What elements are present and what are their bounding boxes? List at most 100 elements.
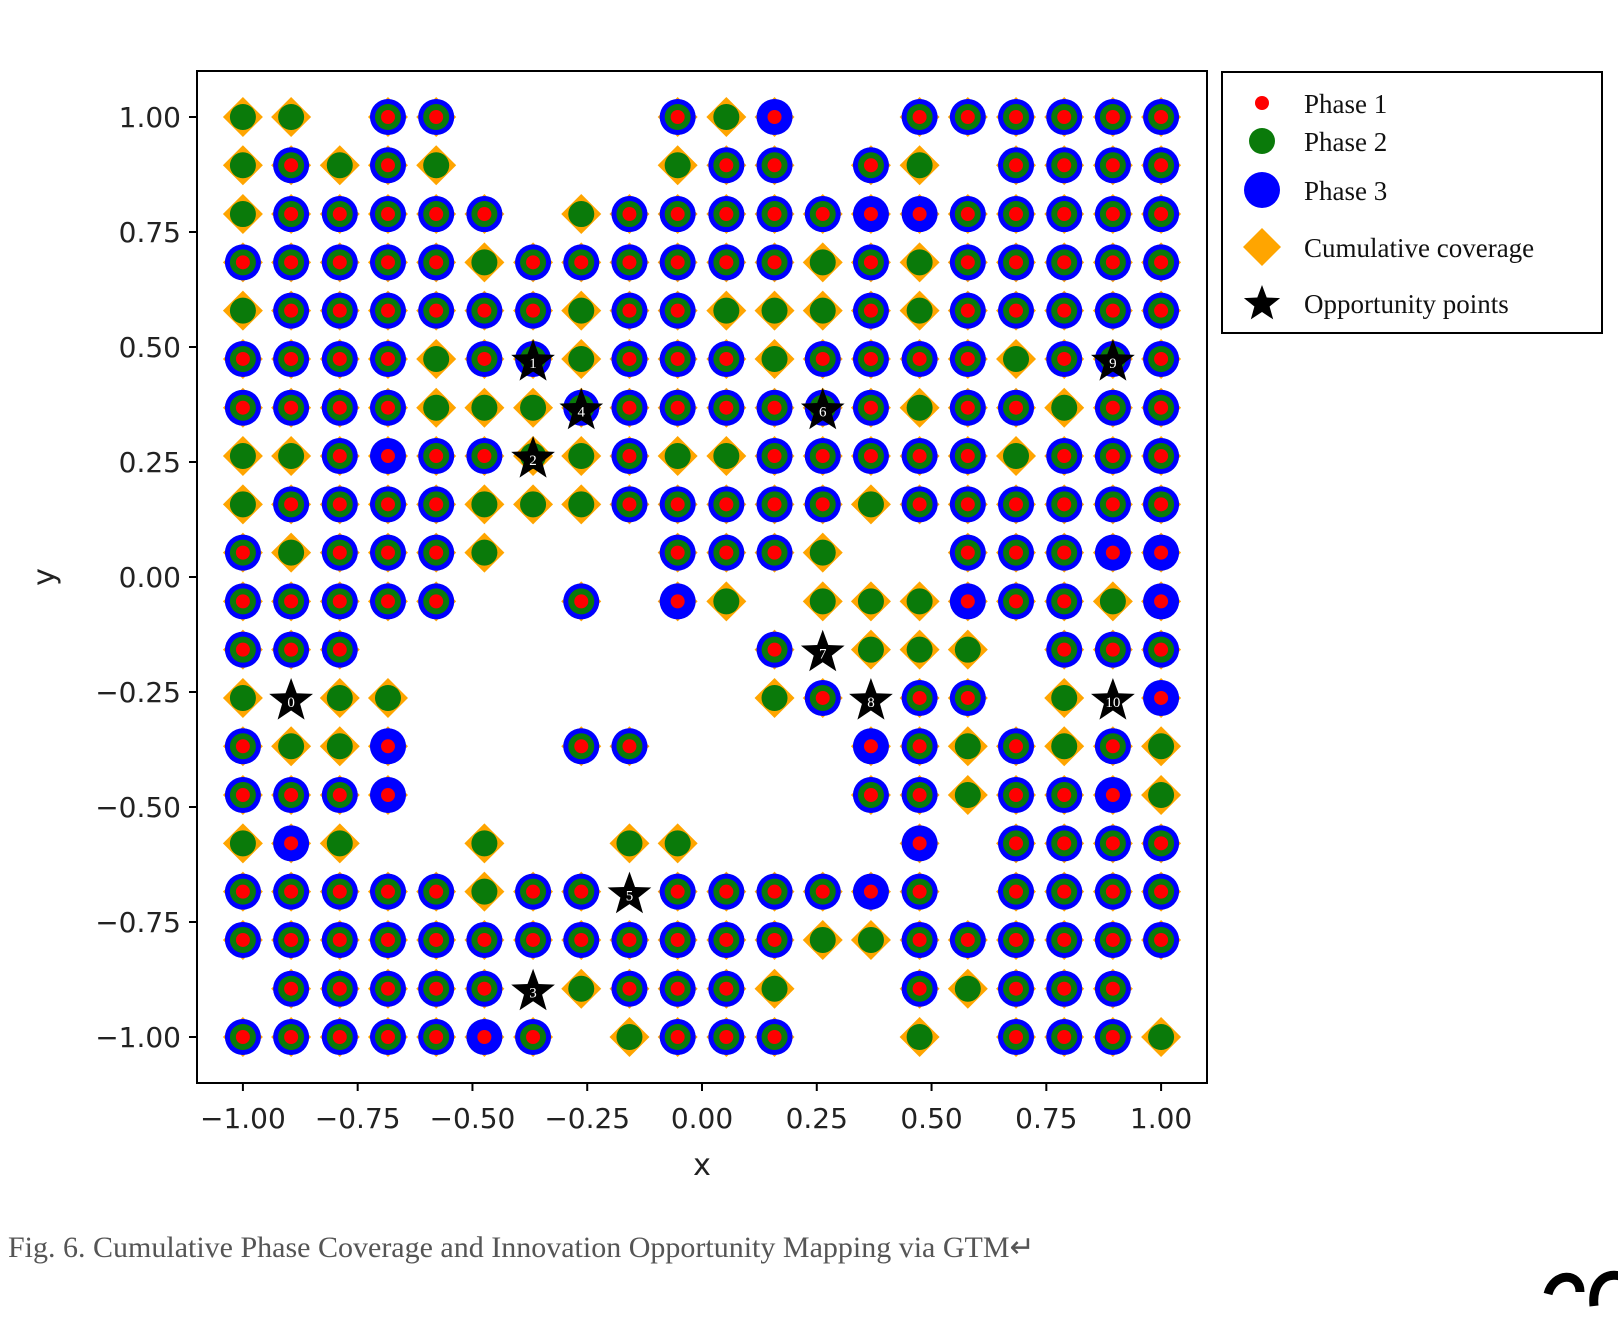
phase1-point — [1057, 982, 1071, 996]
legend: Phase 1 Phase 2 Phase 3 Cumulative cover… — [1222, 72, 1602, 333]
phase1-point — [864, 885, 878, 899]
phase1-point — [1154, 207, 1168, 221]
legend-phase1-label: Phase 1 — [1304, 89, 1387, 119]
phase1-point — [622, 401, 636, 415]
phase1-point — [671, 497, 685, 511]
phase1-point — [477, 304, 491, 318]
phase2-point — [762, 298, 788, 324]
phase1-point — [622, 304, 636, 318]
x-tick-label: 0.25 — [786, 1102, 848, 1135]
phase1-point — [1009, 110, 1023, 124]
phase1-point — [381, 739, 395, 753]
phase2-point — [762, 976, 788, 1002]
phase1-point — [333, 643, 347, 657]
phase1-point — [236, 788, 250, 802]
phase1-point — [961, 449, 975, 463]
phase2-point — [278, 733, 304, 759]
phase1-point — [961, 497, 975, 511]
x-tick-label: 0.00 — [671, 1102, 733, 1135]
phase1-point — [236, 885, 250, 899]
phase1-point — [1154, 304, 1168, 318]
phase2-point — [230, 491, 256, 517]
phase1-point — [1009, 836, 1023, 850]
phase1-point — [381, 885, 395, 899]
phase1-point — [913, 449, 927, 463]
phase1-point — [671, 933, 685, 947]
y-tick-label: 0.75 — [119, 216, 181, 249]
phase1-point — [236, 739, 250, 753]
phase1-point — [429, 1030, 443, 1044]
phase2-point — [278, 540, 304, 566]
phase1-point — [1057, 885, 1071, 899]
y-tick-label: 1.00 — [119, 101, 181, 134]
phase2-point — [230, 298, 256, 324]
phase1-point — [1106, 933, 1120, 947]
page-number-fragment — [1540, 1262, 1618, 1322]
phase1-point — [961, 110, 975, 124]
phase1-point — [1009, 401, 1023, 415]
phase1-point — [768, 449, 782, 463]
y-axis-label: y — [27, 568, 62, 586]
phase1-point — [1009, 497, 1023, 511]
opportunity-point-label: 10 — [1105, 695, 1120, 711]
phase1-point — [1009, 207, 1023, 221]
phase1-point — [333, 982, 347, 996]
phase1-point — [768, 643, 782, 657]
phase2-point — [471, 540, 497, 566]
phase2-point — [713, 443, 739, 469]
phase2-point — [1100, 588, 1126, 614]
phase1-point — [913, 788, 927, 802]
phase1-point — [429, 304, 443, 318]
phase1-point — [1154, 885, 1168, 899]
phase1-point — [477, 1030, 491, 1044]
phase1-point — [913, 885, 927, 899]
phase1-point — [719, 352, 733, 366]
phase1-point — [236, 255, 250, 269]
phase1-point — [236, 546, 250, 560]
opportunity-point-label: 4 — [578, 405, 586, 421]
phase1-point — [1106, 304, 1120, 318]
phase1-point — [1154, 110, 1168, 124]
phase1-point — [1154, 594, 1168, 608]
phase1-point — [864, 401, 878, 415]
phase2-point — [327, 830, 353, 856]
y-axis: 1.000.750.500.250.00−0.25−0.50−0.75−1.00 — [95, 101, 197, 1054]
phase1-point — [1009, 1030, 1023, 1044]
phase2-point — [230, 201, 256, 227]
phase2-point — [327, 685, 353, 711]
phase1-point — [333, 1030, 347, 1044]
opportunity-point: 8 — [849, 678, 893, 720]
phase2-point — [713, 588, 739, 614]
phase1-point — [381, 1030, 395, 1044]
phase1-point — [574, 933, 588, 947]
plot-area: 0 1 2 3 4 5 6 7 8 9 10 — [223, 97, 1181, 1057]
phase1-point — [671, 546, 685, 560]
phase1-point — [333, 885, 347, 899]
phase1-point — [284, 885, 298, 899]
phase1-point — [816, 352, 830, 366]
phase1-point — [1057, 352, 1071, 366]
phase2-point — [858, 588, 884, 614]
opportunity-point: 5 — [608, 872, 652, 914]
opportunity-point-label: 7 — [819, 647, 827, 663]
phase1-point — [1009, 739, 1023, 753]
phase1-point — [622, 933, 636, 947]
phase1-point — [1057, 304, 1071, 318]
phase1-point — [333, 255, 347, 269]
phase1-point — [913, 207, 927, 221]
phase1-point — [1106, 836, 1120, 850]
phase2-point — [955, 733, 981, 759]
phase1-point — [961, 207, 975, 221]
x-tick-label: 0.75 — [1015, 1102, 1077, 1135]
phase1-point — [429, 110, 443, 124]
phase1-point — [381, 546, 395, 560]
opportunity-point-label: 1 — [529, 356, 537, 372]
phase1-point — [864, 739, 878, 753]
phase1-point — [381, 158, 395, 172]
phase1-point — [429, 982, 443, 996]
phase1-point — [381, 352, 395, 366]
phase1-point — [816, 207, 830, 221]
phase1-point — [236, 643, 250, 657]
phase1-point — [1154, 158, 1168, 172]
phase1-point — [574, 739, 588, 753]
